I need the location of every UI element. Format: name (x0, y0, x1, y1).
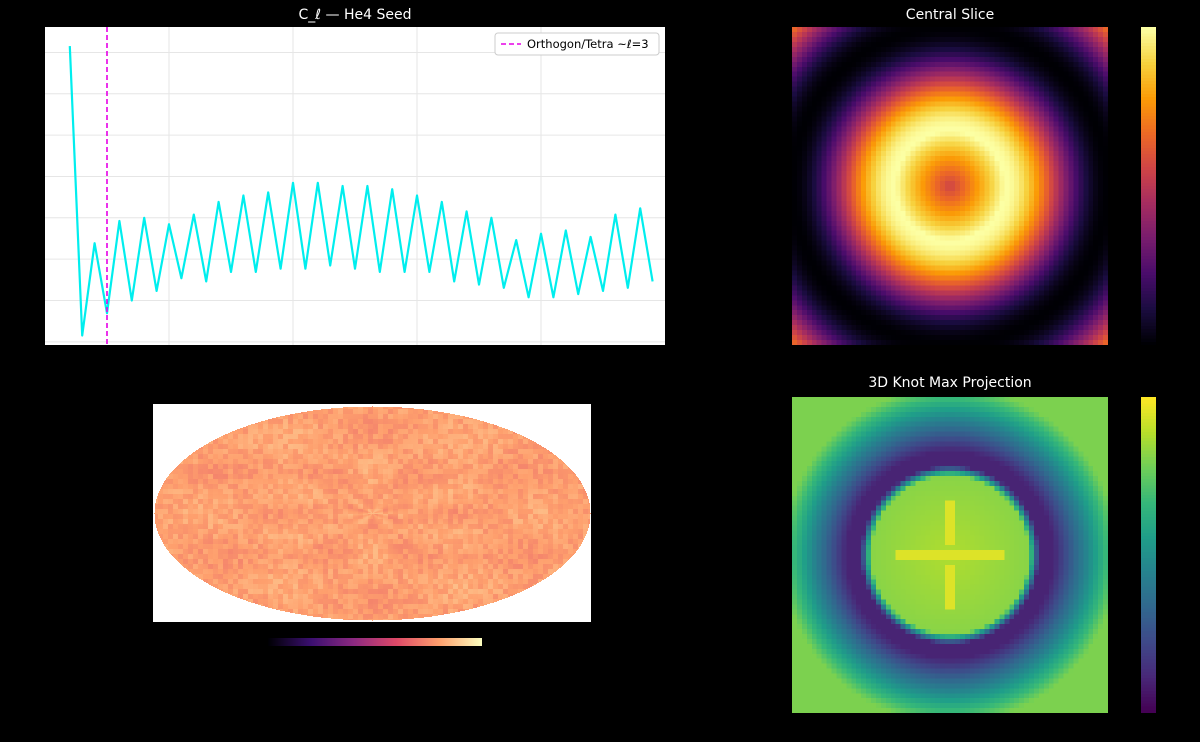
legend-label: Orthogon/Tetra ~ℓ=3 (527, 37, 649, 51)
knot-projection-colorbar (1141, 397, 1156, 713)
spectrum-plot-area (45, 27, 665, 345)
spectrum-legend (494, 32, 660, 56)
knot-projection-heatmap (792, 397, 1108, 713)
central-slice-heatmap (792, 27, 1108, 345)
spectrum-series-line (68, 46, 654, 337)
knot-title: 3D Knot Max Projection (868, 375, 1032, 391)
slice-title: Central Slice (905, 7, 995, 23)
central-slice-colorbar (1141, 27, 1156, 345)
spectrum-title: C_ℓ — He4 Seed (298, 7, 412, 23)
sky-map-heatmap (153, 404, 591, 622)
sky-map-colorbar (268, 638, 482, 646)
